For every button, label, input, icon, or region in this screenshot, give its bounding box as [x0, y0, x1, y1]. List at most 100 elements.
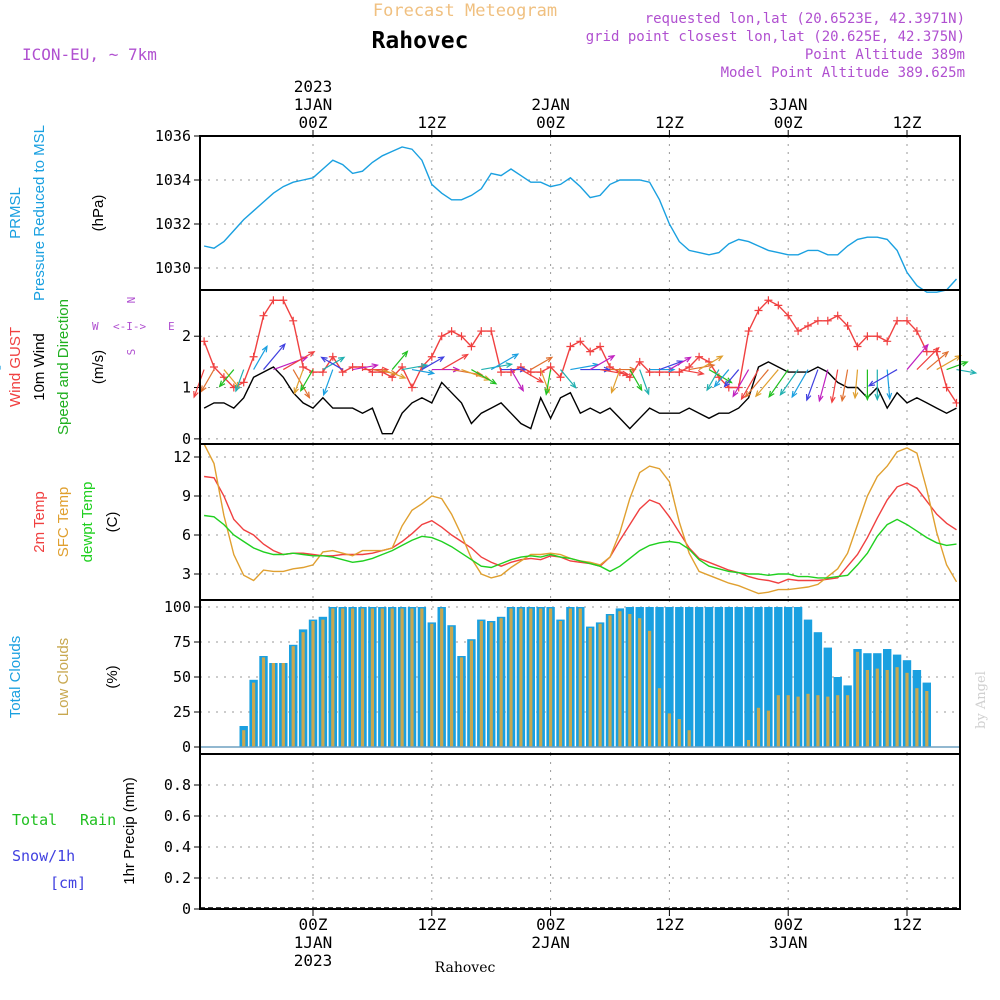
low-cloud-bar — [756, 707, 761, 747]
low-cloud-bar — [390, 608, 394, 747]
model-altitude: Model Point Altitude 389.625m — [721, 65, 965, 81]
wind-arrow-head — [390, 370, 398, 376]
gust-marker — [437, 332, 446, 341]
panel-title-0: 2m Temp — [31, 491, 48, 552]
low-cloud-bar — [281, 663, 285, 747]
low-cloud-bar — [351, 608, 355, 747]
wind-arrow — [510, 369, 524, 391]
wind-arrow-head — [716, 355, 724, 362]
panel-frame — [199, 753, 961, 910]
low-cloud-bar — [855, 651, 860, 747]
wind-arrow-head — [320, 356, 328, 363]
precip-rain-label: Rain — [80, 811, 116, 829]
wind-arrow-head — [536, 377, 545, 383]
gust-marker — [903, 316, 911, 325]
low-cloud-bar — [568, 608, 572, 747]
low-cloud-bar — [608, 615, 612, 747]
total-cloud-bar — [774, 607, 783, 747]
panel-pressure: 1030 1032 1034 1036 PRMSL Pressure Reduced to… — [7, 125, 961, 301]
wind-arrow — [282, 351, 315, 371]
wind-arrow-head — [723, 380, 731, 388]
wind-arrow-head — [518, 384, 524, 393]
gust-marker — [566, 342, 575, 351]
wind-arrow — [916, 347, 940, 370]
panel-title-0: Wind GUST — [7, 327, 24, 407]
time-label: 00Z — [299, 915, 328, 934]
y-tick-label: 6 — [182, 526, 191, 544]
gust-marker — [586, 347, 595, 356]
total-cloud-bar — [754, 607, 763, 747]
gust-marker — [269, 296, 278, 305]
wind-arrow-head — [452, 366, 461, 373]
wind-arrow — [599, 368, 629, 376]
wind-arrow — [831, 369, 839, 403]
panel-wind: 0 1 2 Wind GUST 10m Wind Speed and Direction (… — [0, 290, 978, 448]
total-cloud-bar — [665, 607, 674, 747]
time-label: 2023 — [294, 77, 333, 96]
wind-arrow — [300, 369, 314, 391]
y-tick-label: 50 — [173, 668, 191, 686]
total-cloud-bar — [764, 607, 773, 747]
gust-marker — [289, 316, 298, 325]
wind-arrow — [560, 369, 577, 389]
total-cloud-bar — [694, 607, 704, 747]
wind-arrow-head — [570, 381, 577, 389]
time-label: 12Z — [655, 113, 684, 132]
total-cloud-bar — [704, 607, 714, 747]
low-cloud-bar — [816, 695, 820, 747]
gust-marker — [823, 316, 832, 325]
gust-marker — [457, 332, 466, 341]
wind-arrow-head — [622, 370, 630, 377]
wind-arrow-head — [668, 366, 676, 373]
wind-arrow — [323, 369, 334, 395]
precip-axis-title: 1hr Precip (mm) — [121, 777, 138, 885]
gust-marker — [279, 296, 288, 305]
time-label: 12Z — [893, 113, 922, 132]
wind-arrow — [589, 355, 615, 371]
wind-arrow-head — [817, 394, 824, 403]
low-cloud-bar — [509, 608, 513, 747]
low-cloud-bar — [747, 740, 751, 747]
total-cloud-bar — [744, 607, 753, 747]
gust-marker — [408, 383, 416, 392]
time-label: 1JAN — [294, 933, 333, 952]
wind-arrow-head — [791, 390, 798, 399]
low-cloud-bar — [400, 608, 404, 747]
wind-arrow — [253, 346, 268, 370]
low-cloud-bar — [519, 608, 523, 747]
series-line — [204, 514, 957, 579]
wind-arrow — [755, 369, 779, 397]
compass-w: W — [92, 320, 99, 333]
panel-title-2: (%) — [104, 665, 121, 688]
wind-arrow-head — [713, 380, 721, 388]
series-line — [203, 146, 958, 293]
y-tick-label: 0.8 — [164, 776, 191, 794]
credit-watermark: by Angel — [974, 671, 989, 729]
wind-arrow — [471, 369, 497, 385]
y-tick-label: 0.4 — [164, 838, 191, 856]
wind-arrow — [293, 369, 304, 394]
gust-marker — [764, 296, 773, 305]
total-cloud-bar — [714, 607, 724, 747]
wind-arrow — [530, 356, 553, 371]
gust-marker — [477, 327, 486, 336]
gust-marker — [348, 363, 357, 371]
wind-arrow — [745, 369, 769, 398]
y-tick-label: 25 — [173, 703, 191, 721]
wind-arrow — [732, 369, 750, 397]
wind-arrow-head — [805, 393, 812, 402]
wind-arrow-head — [830, 396, 836, 404]
wind-arrow — [292, 369, 310, 398]
wind-arrow — [698, 355, 723, 371]
gust-marker — [754, 306, 763, 315]
wind-arrow-head — [864, 393, 871, 402]
panel-title-0: Total Clouds — [7, 636, 24, 719]
low-cloud-bar — [469, 640, 473, 747]
wind-arrow-head — [852, 391, 859, 400]
low-cloud-bar — [786, 695, 790, 747]
total-cloud-bar — [655, 607, 664, 747]
wind-arrow — [868, 369, 898, 387]
wind-arrow-head — [420, 363, 429, 369]
precip-unit-label: [cm] — [50, 874, 86, 892]
